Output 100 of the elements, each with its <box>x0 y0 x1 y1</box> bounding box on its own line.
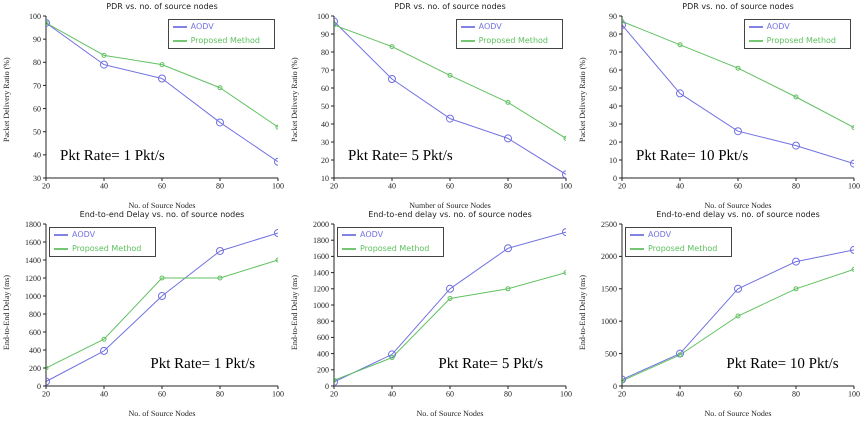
y-tick-label: 1400 <box>25 256 41 265</box>
point <box>100 346 108 355</box>
y-tick-label: 50 <box>321 102 329 111</box>
annotation: Pkt Rate= 10 Pkt/s <box>726 356 839 373</box>
x-tick-label: 100 <box>560 390 572 399</box>
point <box>736 314 740 319</box>
legend-label: AODV <box>190 22 214 32</box>
y-tick-label: 90 <box>33 34 41 44</box>
y-tick-label: 100 <box>317 12 329 21</box>
point <box>678 352 682 358</box>
y-tick-label: 0 <box>613 174 617 183</box>
point <box>218 85 222 90</box>
y-tick-label: 200 <box>29 364 41 373</box>
legend-label: AODV <box>478 22 502 32</box>
y-axis-title: End-to-End Delay (ms) <box>578 274 587 350</box>
line-series <box>622 266 854 384</box>
x-tick-label: 40 <box>100 390 108 399</box>
point <box>158 74 166 82</box>
y-tick-label: 30 <box>33 174 41 183</box>
y-axis-title: End-to-End Delay (ms) <box>290 274 299 350</box>
point <box>504 134 512 142</box>
point <box>504 244 512 252</box>
x-tick-label: 60 <box>446 390 454 399</box>
y-tick-label: 50 <box>33 128 41 137</box>
y-tick-label: 30 <box>321 138 329 147</box>
x-tick-label: 100 <box>848 182 860 191</box>
y-tick-label: 70 <box>609 48 617 57</box>
point <box>678 42 682 48</box>
x-tick-label: 100 <box>272 182 284 191</box>
point <box>736 66 740 71</box>
y-tick-label: 0 <box>613 382 617 391</box>
legend-label: Proposed Method <box>360 244 430 254</box>
point <box>676 350 684 358</box>
x-tick-label: 20 <box>42 182 50 191</box>
x-tick-label: 80 <box>792 390 800 399</box>
y-tick-label: 500 <box>605 349 617 358</box>
x-tick-label: 60 <box>734 390 742 399</box>
x-tick-label: 60 <box>158 390 166 399</box>
y-axis-title: End-to-End Delay (ms) <box>2 274 11 350</box>
y-tick-label: 800 <box>317 317 329 326</box>
y-tick-label: 10 <box>609 156 617 165</box>
y-tick-label: 90 <box>609 12 617 21</box>
annotation: Pkt Rate= 1 Pkt/s <box>60 148 165 165</box>
point <box>446 284 454 293</box>
x-tick-label: 80 <box>216 182 224 191</box>
x-tick-label: 40 <box>388 390 396 399</box>
x-tick-label: 80 <box>792 182 800 191</box>
y-tick-label: 40 <box>321 120 329 129</box>
y-tick-label: 70 <box>33 81 41 90</box>
y-tick-label: 1200 <box>25 274 41 283</box>
x-axis-title: Number of Source Nodes <box>409 201 491 210</box>
point <box>160 62 164 68</box>
point <box>794 94 798 100</box>
y-tick-label: 1400 <box>313 268 329 278</box>
point <box>390 355 394 360</box>
x-tick-label: 80 <box>216 390 224 399</box>
point <box>216 247 224 255</box>
x-tick-label: 20 <box>330 390 338 399</box>
chart-title: PDR vs. no. of source nodes <box>393 2 507 11</box>
y-tick-label: 400 <box>317 349 329 358</box>
legend-label: Proposed Method <box>72 244 142 254</box>
y-tick-label: 800 <box>29 310 41 319</box>
y-tick-label: 1800 <box>25 220 41 229</box>
x-tick-label: 60 <box>734 182 742 191</box>
y-tick-label: 100 <box>29 12 41 21</box>
point <box>734 127 742 136</box>
y-tick-label: 80 <box>321 48 329 57</box>
y-tick-label: 1600 <box>313 252 329 262</box>
legend-label: Proposed Method <box>648 244 718 254</box>
point <box>446 114 454 123</box>
legend-label: Proposed Method <box>478 36 548 46</box>
y-tick-label: 1600 <box>25 238 41 247</box>
legend-label: AODV <box>766 22 790 32</box>
x-axis-title: No. of Source Nodes <box>704 201 772 210</box>
point <box>506 286 510 292</box>
x-tick-label: 60 <box>446 182 454 191</box>
y-tick-label: 80 <box>33 58 41 68</box>
y-tick-label: 60 <box>33 104 41 114</box>
y-tick-label: 2000 <box>313 220 329 229</box>
x-axis-title: No. of Source Nodes <box>704 409 772 418</box>
y-tick-label: 40 <box>33 150 41 160</box>
point <box>100 60 108 69</box>
point <box>390 44 394 50</box>
x-axis-title: No. of Source Nodes <box>128 409 196 418</box>
point <box>448 296 452 302</box>
x-tick-label: 100 <box>560 182 572 191</box>
x-tick-label: 100 <box>848 390 860 399</box>
point <box>734 284 742 293</box>
x-tick-label: 60 <box>158 182 166 191</box>
point <box>158 292 166 300</box>
point <box>388 350 396 358</box>
y-axis-title: Packet Delivery Ratio (%) <box>578 57 587 142</box>
chart-title: End-to-end delay vs. no. of source nodes <box>367 210 533 219</box>
y-tick-label: 1000 <box>25 292 41 301</box>
x-axis-title: No. of Source Nodes <box>416 409 484 418</box>
chart-title: PDR vs. no. of source nodes <box>105 2 219 11</box>
annotation: Pkt Rate= 5 Pkt/s <box>348 148 453 165</box>
x-tick-label: 20 <box>330 182 338 191</box>
point <box>160 276 164 280</box>
annotation: Pkt Rate= 1 Pkt/s <box>150 356 256 373</box>
